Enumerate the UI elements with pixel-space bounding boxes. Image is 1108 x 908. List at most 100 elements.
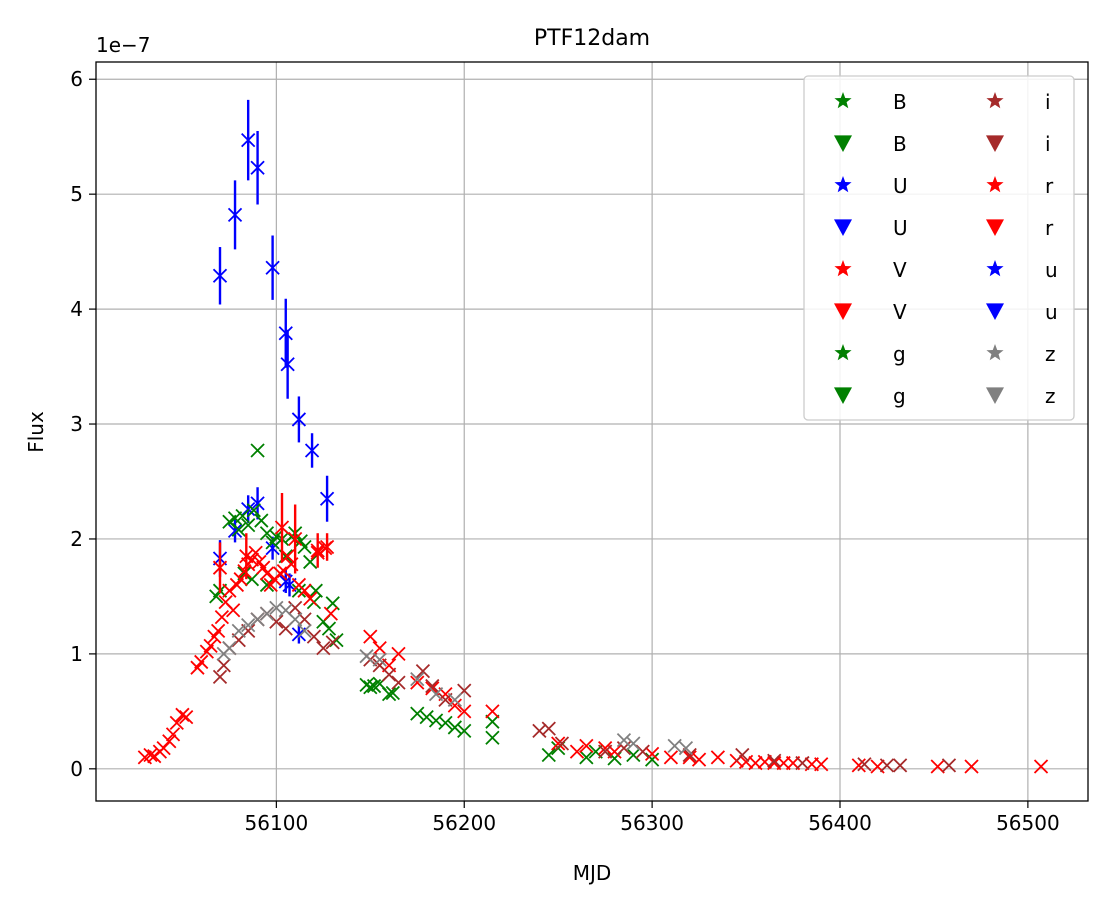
data-point — [626, 747, 641, 763]
data-point — [964, 759, 979, 774]
data-point — [308, 583, 323, 598]
legend-label: B — [893, 90, 907, 114]
data-point — [569, 744, 585, 759]
data-point — [541, 747, 556, 763]
legend-triangle-marker — [986, 135, 1004, 152]
data-point — [233, 572, 248, 587]
data-point — [239, 549, 254, 564]
data-point — [297, 583, 312, 598]
data-point — [274, 520, 290, 535]
y-tick-label: 2 — [70, 527, 83, 551]
x-tick-label: 56400 — [808, 811, 872, 835]
data-point — [598, 740, 613, 756]
data-point — [169, 715, 184, 730]
data-point — [428, 713, 444, 728]
x-tick-label: 56500 — [996, 811, 1060, 835]
data-point — [532, 723, 547, 739]
data-point — [425, 678, 440, 694]
legend-box — [803, 75, 1075, 421]
data-point — [212, 560, 228, 575]
data-point — [359, 649, 374, 664]
legend-triangle-marker — [986, 387, 1004, 404]
data-point — [288, 600, 303, 616]
data-point — [194, 654, 209, 670]
legend-star-marker — [834, 176, 852, 193]
data-point — [447, 720, 462, 735]
data-point — [879, 758, 895, 773]
data-point — [310, 543, 325, 558]
data-point — [248, 545, 263, 560]
plot-frame — [95, 61, 1089, 802]
data-point — [272, 566, 288, 581]
data-point — [291, 583, 307, 598]
y-tick-label: 4 — [70, 297, 83, 321]
data-point — [735, 747, 750, 763]
data-point — [691, 752, 707, 767]
data-point — [269, 600, 284, 616]
legend-label: r — [1045, 174, 1054, 198]
data-point — [616, 732, 632, 748]
y-tick-label: 1 — [70, 642, 83, 666]
data-point — [222, 641, 237, 656]
legend-triangle-marker — [986, 303, 1004, 320]
legend-triangle-marker — [834, 303, 852, 320]
data-point — [447, 698, 462, 713]
data-point — [259, 566, 275, 581]
data-point — [485, 714, 500, 729]
data-point — [316, 641, 331, 656]
legend-label: g — [893, 384, 906, 408]
legend-label: z — [1045, 384, 1056, 408]
data-point — [419, 709, 434, 725]
axis-ticks: 56100 56200 56300 56400 56500 0 1 2 3 4 5 6 — [70, 67, 1059, 835]
legend-triangle-marker — [986, 219, 1004, 236]
data-point — [329, 632, 344, 648]
data-point — [278, 326, 293, 341]
data-point — [391, 646, 406, 662]
data-point — [410, 706, 425, 721]
data-point — [280, 549, 295, 564]
data-point — [410, 672, 425, 687]
data-point — [485, 730, 500, 745]
data-point — [241, 133, 256, 148]
legend-star-marker — [986, 176, 1004, 193]
data-point — [363, 680, 378, 695]
data-point — [485, 704, 500, 719]
x-tick-label: 56100 — [245, 811, 309, 835]
data-point — [254, 513, 269, 528]
data-point — [297, 623, 312, 639]
data-point — [554, 736, 570, 751]
y-tick-label: 6 — [70, 67, 83, 91]
data-point — [579, 750, 594, 765]
data-point — [851, 758, 866, 773]
data-point — [250, 443, 265, 458]
data-point — [288, 612, 303, 627]
data-point — [598, 744, 613, 759]
data-point — [250, 496, 265, 511]
data-point — [246, 503, 261, 518]
data-point — [231, 623, 246, 639]
legend-label: V — [893, 300, 907, 324]
legend-label: i — [1045, 132, 1051, 156]
data-point — [303, 591, 318, 606]
data-point — [385, 685, 400, 701]
legend-label: U — [893, 174, 908, 198]
data-point — [767, 753, 782, 768]
data-point — [626, 736, 641, 751]
y-tick-label: 0 — [70, 757, 83, 781]
data-point — [306, 629, 322, 644]
legend-label: u — [1045, 258, 1058, 282]
data-point — [259, 577, 275, 593]
legend-label: u — [1045, 300, 1058, 324]
data-point — [212, 669, 228, 685]
data-point — [663, 750, 679, 765]
legend-label: B — [893, 132, 907, 156]
data-point — [323, 606, 338, 621]
data-point — [165, 727, 181, 742]
data-point — [438, 715, 453, 730]
data-point — [265, 260, 280, 275]
data-point — [210, 623, 226, 639]
data-point — [644, 746, 660, 762]
legend-star-marker — [834, 92, 852, 109]
x-tick-label: 56300 — [620, 811, 684, 835]
